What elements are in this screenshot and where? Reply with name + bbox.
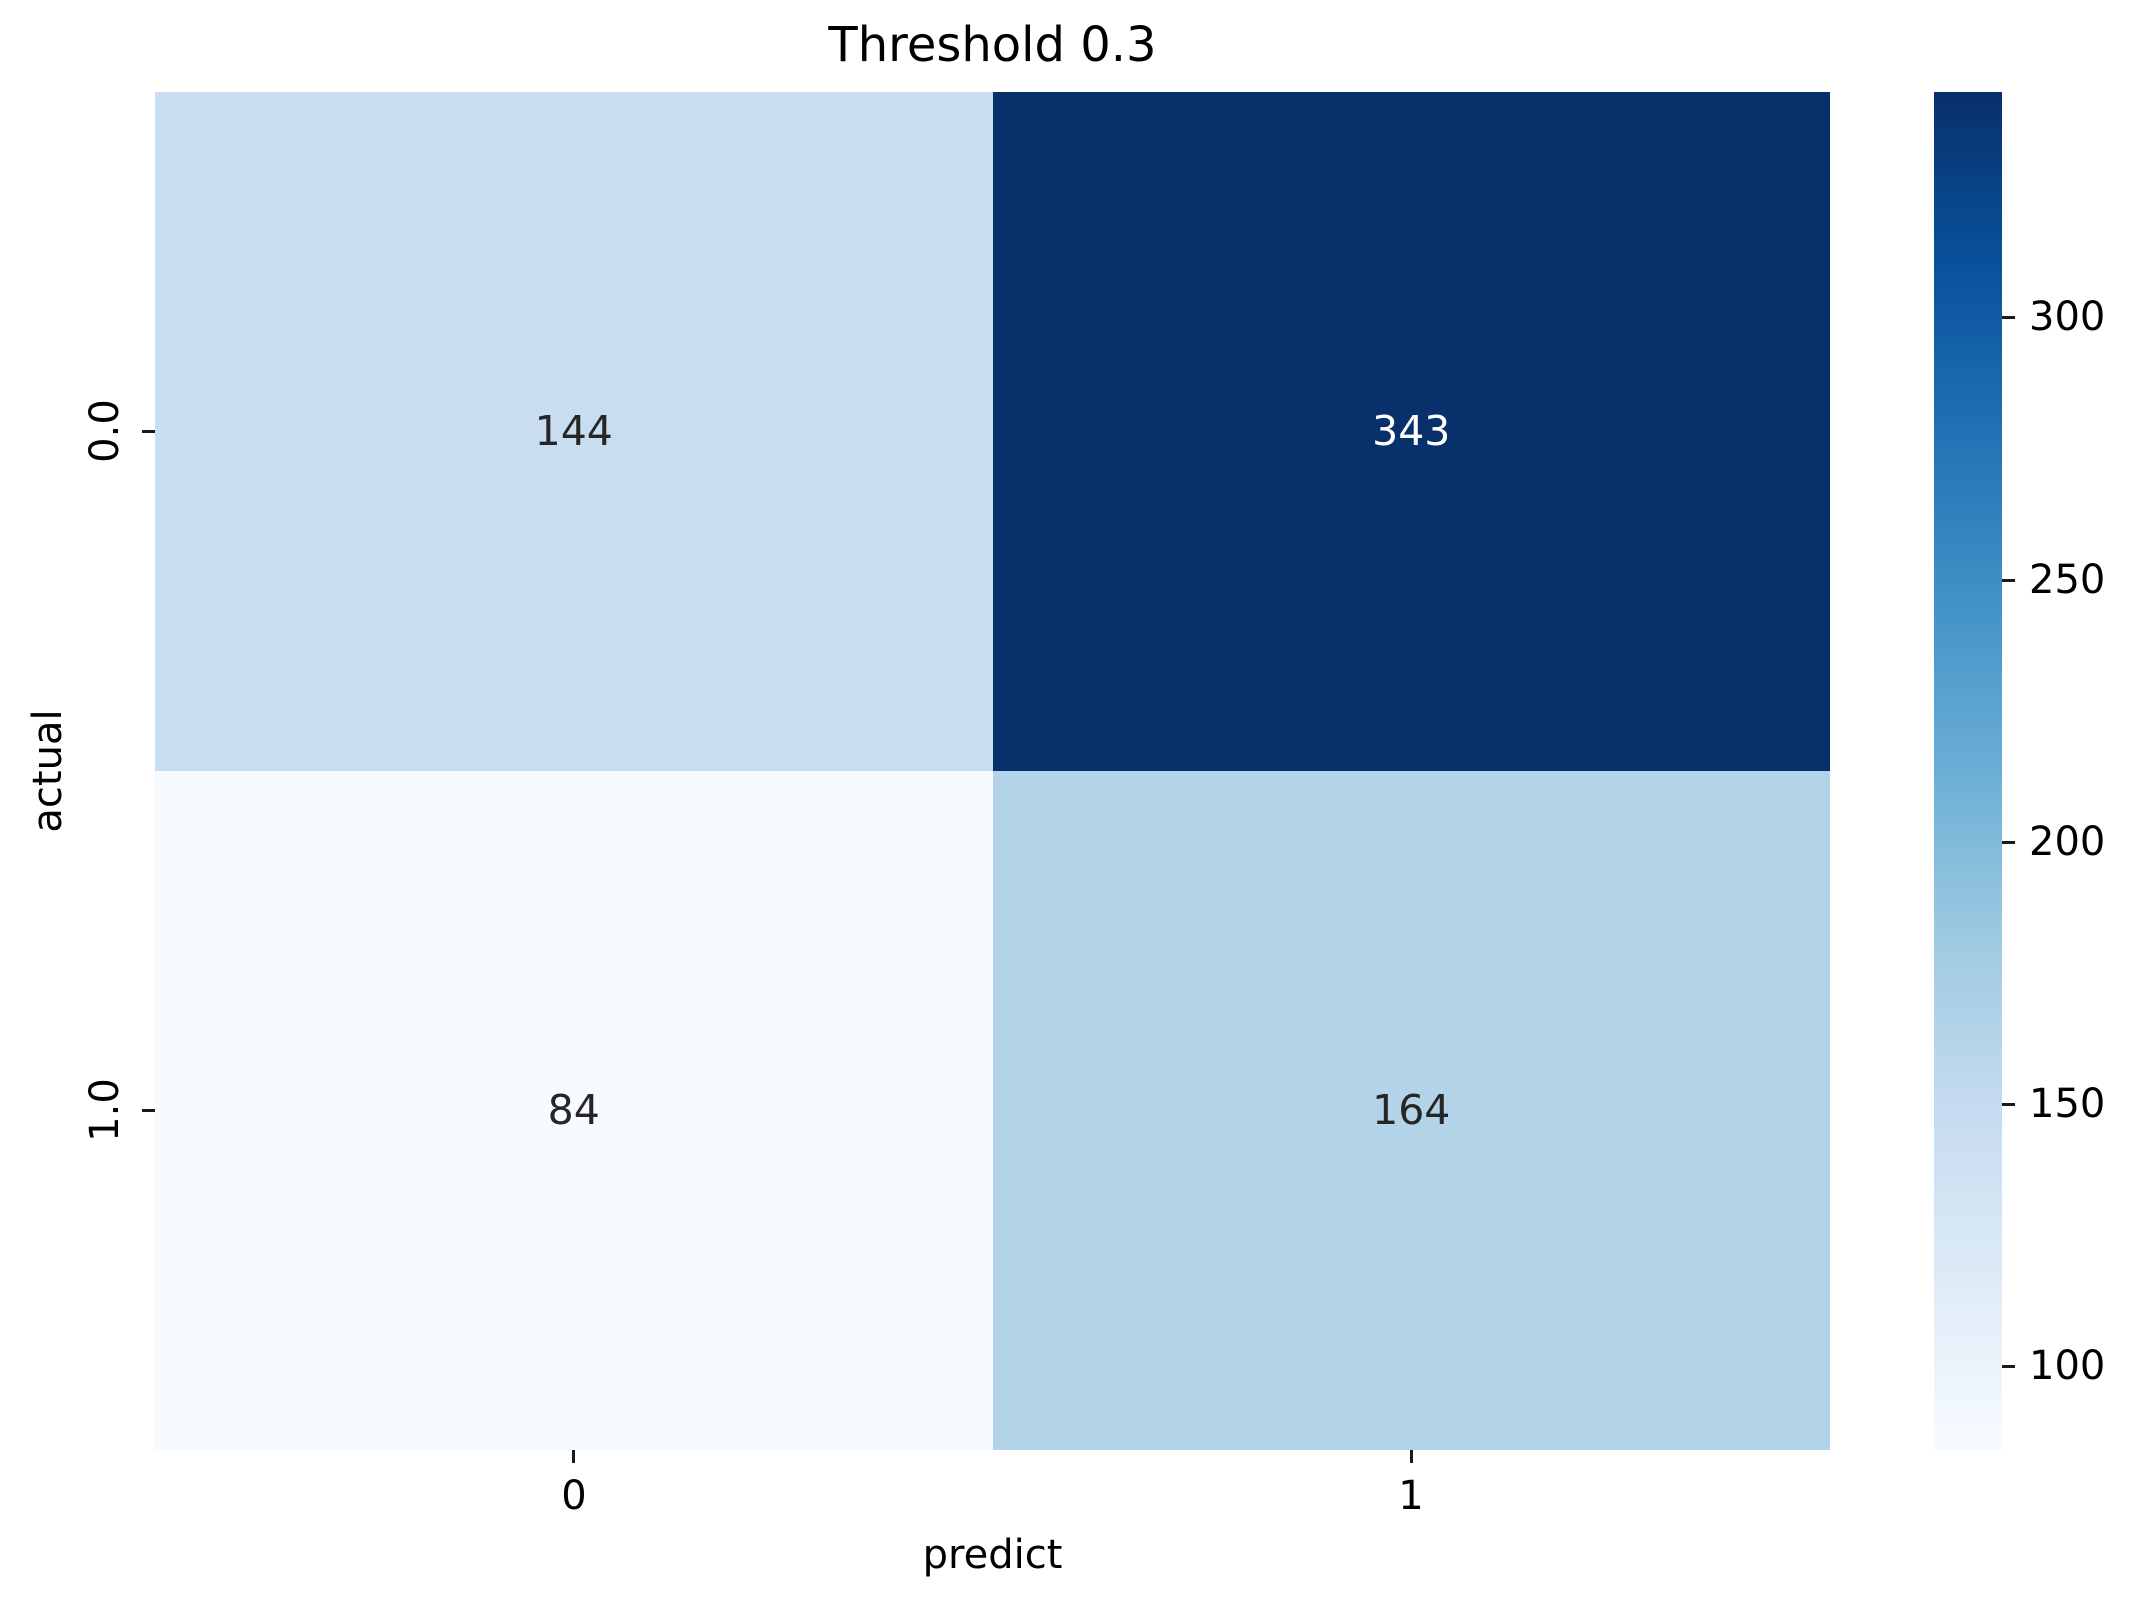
colorbar-tick-label: 150 bbox=[2029, 1080, 2106, 1127]
y-tick-label-0: 0.0 bbox=[82, 399, 128, 463]
heatmap-cell-1-0: 84 bbox=[155, 771, 993, 1450]
x-tick-mark-1 bbox=[1410, 1450, 1413, 1463]
colorbar-tick-label: 200 bbox=[2029, 818, 2106, 865]
heatmap-cell-0-0: 144 bbox=[155, 92, 993, 771]
y-axis-label: actual bbox=[25, 709, 71, 833]
colorbar-tick-label: 100 bbox=[2029, 1343, 2106, 1390]
colorbar-tick-mark bbox=[2002, 840, 2015, 844]
colorbar bbox=[1934, 92, 2002, 1450]
cell-annotation-0-1: 343 bbox=[1372, 407, 1451, 455]
colorbar-tick-mark bbox=[2002, 1365, 2015, 1369]
chart-title: Threshold 0.3 bbox=[828, 17, 1157, 73]
heatmap-cell-0-1: 343 bbox=[992, 92, 1830, 771]
x-tick-mark-0 bbox=[572, 1450, 575, 1463]
colorbar-tick-mark bbox=[2002, 316, 2015, 320]
x-axis-label: predict bbox=[922, 1532, 1063, 1578]
x-tick-label-0: 0 bbox=[561, 1473, 587, 1519]
cell-annotation-1-1: 164 bbox=[1372, 1086, 1451, 1134]
heatmap-cell-1-1: 164 bbox=[992, 771, 1830, 1450]
cell-annotation-0-0: 144 bbox=[534, 407, 613, 455]
y-tick-label-1: 1.0 bbox=[82, 1078, 128, 1142]
colorbar-tick-label: 300 bbox=[2029, 294, 2106, 341]
heatmap-plot: 144 343 84 164 bbox=[155, 92, 1830, 1450]
y-tick-mark-1 bbox=[142, 1109, 155, 1112]
colorbar-tick-label: 250 bbox=[2029, 556, 2106, 603]
cell-annotation-1-0: 84 bbox=[547, 1086, 600, 1134]
y-tick-mark-0 bbox=[142, 430, 155, 433]
colorbar-tick-mark bbox=[2002, 578, 2015, 582]
x-tick-label-1: 1 bbox=[1398, 1473, 1424, 1519]
colorbar-tick-mark bbox=[2002, 1102, 2015, 1106]
colorbar-ticks: 300 250 200 150 100 bbox=[2002, 92, 2141, 1450]
